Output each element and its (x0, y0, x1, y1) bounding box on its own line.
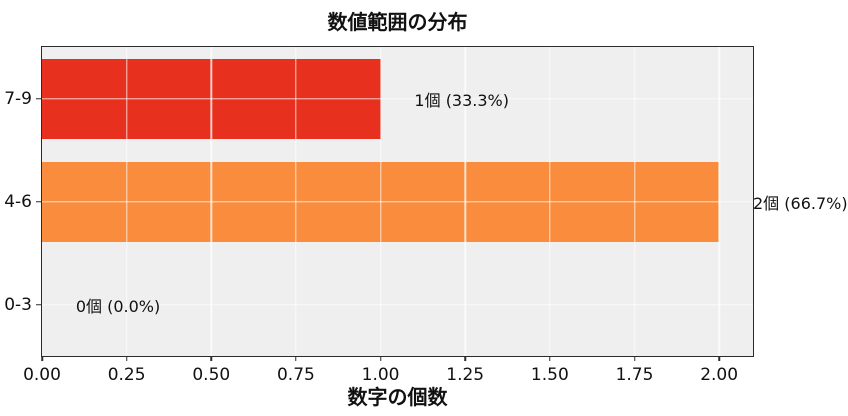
x-tick-label-0.75: 0.75 (276, 365, 315, 385)
chart-title: 数値範囲の分布 (327, 10, 468, 34)
plot-area: 1個 (33.3%) 2個 (66.7%) 0個 (0.0%) 7-9 4-6 0-3 0.… (4, 46, 848, 385)
x-tick-label-2.00: 2.00 (700, 365, 739, 385)
bar-value-label-7-9: 1個 (33.3%) (414, 90, 510, 110)
plot-canvas: 1個 (33.3%) 2個 (66.7%) 0個 (0.0%) 7-9 4-6 0-3 0.… (4, 47, 848, 385)
bar-value-label-4-6: 2個 (66.7%) (753, 193, 848, 213)
x-tick-mark-1.75 (633, 356, 636, 361)
x-tick-mark-1.25 (464, 356, 466, 361)
x-tick-mark-2.00 (718, 356, 720, 361)
gridline-y-4-6 (42, 200, 753, 203)
gridline-y-7-9 (42, 97, 753, 100)
x-tick-label-0.25: 0.25 (107, 365, 146, 385)
x-tick-label-1.00: 1.00 (361, 365, 400, 385)
x-axis-title: 数字の個数 (347, 385, 448, 409)
bar-value-label-0-3: 0個 (0.0%) (75, 296, 161, 316)
y-tick-mark-7-9 (36, 97, 41, 100)
x-tick-mark-0.00 (41, 356, 43, 361)
x-tick-mark-0.75 (295, 356, 297, 361)
x-tick-mark-1.50 (549, 356, 551, 361)
gridline-y-0-3 (42, 303, 753, 306)
x-tick-mark-0.25 (125, 356, 128, 361)
x-tick-label-1.50: 1.50 (530, 365, 569, 385)
x-tick-label-1.75: 1.75 (615, 365, 654, 385)
x-tick-label-0.50: 0.50 (192, 365, 231, 385)
y-tick-mark-0-3 (36, 303, 41, 306)
x-tick-mark-0.50 (210, 356, 213, 361)
x-tick-label-1.25: 1.25 (446, 365, 485, 385)
x-tick-mark-1.00 (379, 356, 382, 361)
y-tick-mark-4-6 (36, 200, 41, 203)
x-tick-label-0.00: 0.00 (23, 365, 61, 385)
y-tick-label-0-3: 0-3 (4, 294, 32, 315)
y-tick-label-7-9: 7-9 (4, 88, 32, 109)
y-tick-label-4-6: 4-6 (4, 191, 32, 212)
